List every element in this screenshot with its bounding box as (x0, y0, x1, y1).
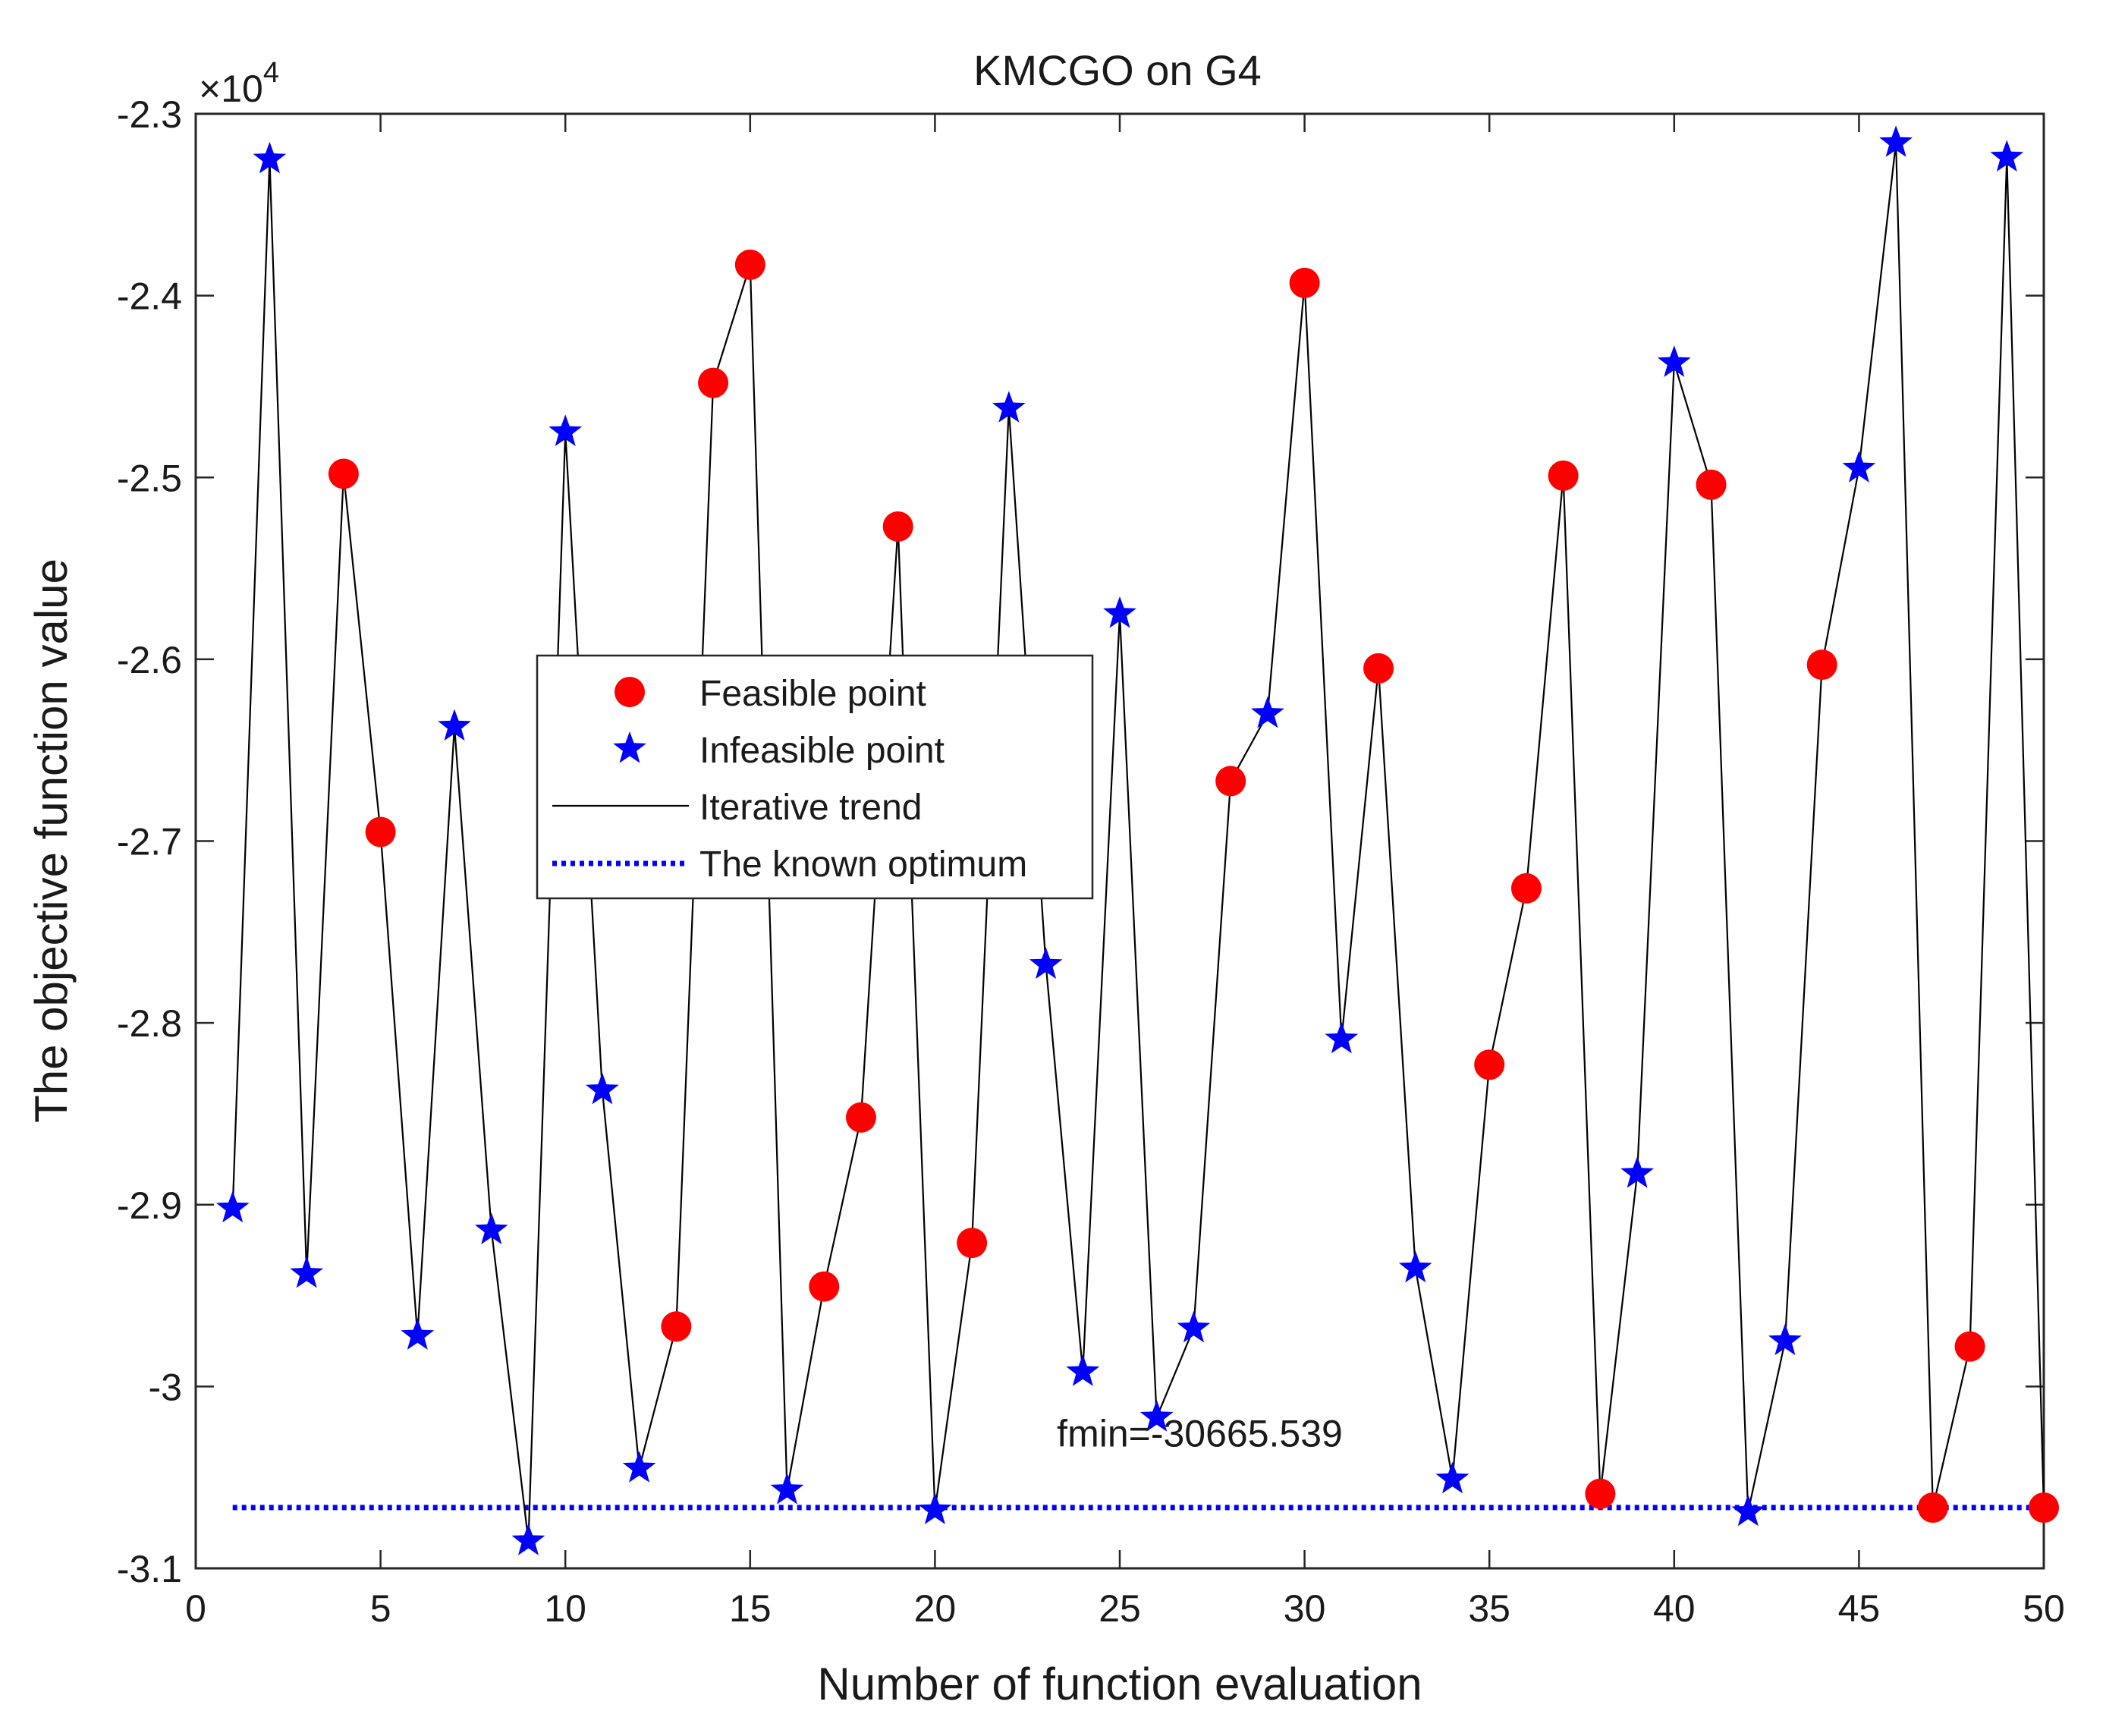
feasible-point-marker (809, 1271, 840, 1302)
x-axis-label: Number of function evaluation (817, 1659, 1422, 1709)
infeasible-point-marker (1731, 1494, 1765, 1527)
infeasible-point-marker (438, 709, 471, 741)
feasible-point-marker (365, 816, 396, 848)
legend-feasible-marker (615, 677, 645, 707)
feasible-point-marker (2029, 1492, 2059, 1523)
y-tick-label: -2.9 (117, 1184, 182, 1227)
feasible-point-marker (328, 458, 359, 489)
feasible-point-marker (734, 249, 765, 280)
infeasible-point-marker (770, 1473, 804, 1505)
y-tick-label: -2.5 (117, 457, 182, 499)
feasible-point-marker (1510, 873, 1542, 904)
y-axis-label: The objective function value (26, 558, 77, 1123)
data-markers (215, 125, 2059, 1555)
legend-infeasible-label: Infeasible point (699, 731, 945, 771)
infeasible-point-marker (1842, 451, 1876, 483)
infeasible-point-marker (511, 1524, 545, 1555)
x-axis-ticks (194, 114, 2045, 1568)
feasible-point-marker (1289, 267, 1320, 298)
infeasible-point-marker (1879, 125, 1913, 157)
infeasible-point-marker (401, 1318, 435, 1350)
feasible-point-marker (1806, 649, 1837, 681)
x-tick-label: 35 (1468, 1587, 1510, 1630)
feasible-point-marker (1215, 766, 1246, 797)
infeasible-point-marker (1177, 1310, 1211, 1343)
legend: Feasible point Infeasible point Iterativ… (536, 654, 1094, 900)
x-tick-label: 30 (1284, 1587, 1326, 1630)
feasible-point-marker (1917, 1492, 1948, 1523)
infeasible-point-marker (215, 1190, 250, 1223)
y-tick-label: -2.3 (117, 93, 182, 136)
feasible-point-marker (957, 1228, 988, 1259)
y-exponent-power: 4 (263, 57, 279, 89)
infeasible-point-marker (1029, 947, 1063, 980)
feasible-point-marker (1363, 653, 1394, 684)
legend-infeasible-marker (613, 731, 646, 763)
x-tick-label: 40 (1653, 1587, 1696, 1630)
y-exponent-base: ×10 (199, 68, 263, 110)
infeasible-point-marker (1768, 1323, 1802, 1356)
x-axis-tick-labels: 0 5 10 15 20 25 30 35 40 45 50 (185, 1587, 2065, 1630)
legend-trend-label: Iterative trend (699, 788, 922, 828)
infeasible-point-marker (1139, 1400, 1174, 1432)
infeasible-point-marker (1103, 596, 1136, 628)
feasible-point-marker (1585, 1478, 1616, 1509)
svg-text:×104: ×104 (199, 57, 279, 110)
infeasible-point-marker (549, 414, 583, 446)
fmin-annotation: fmin=-30665.539 (1057, 1412, 1343, 1455)
feasible-point-marker (845, 1102, 876, 1133)
y-tick-label: -2.6 (117, 639, 182, 681)
infeasible-point-marker (992, 391, 1026, 423)
feasible-point-marker (661, 1311, 692, 1342)
plot-area: 0 5 10 15 20 25 30 35 40 45 50 -2.3-2.4-2.5-2.6-2.… (117, 93, 2065, 1630)
x-tick-label: 10 (544, 1587, 586, 1630)
legend-feasible-label: Feasible point (699, 674, 926, 714)
chart-title: KMCGO on G4 (973, 46, 1262, 94)
infeasible-point-marker (253, 141, 287, 174)
infeasible-point-marker (1990, 140, 2024, 172)
x-tick-label: 0 (185, 1587, 206, 1630)
infeasible-point-marker (474, 1212, 508, 1244)
infeasible-point-marker (1435, 1461, 1469, 1494)
x-tick-label: 25 (1099, 1587, 1141, 1630)
infeasible-point-marker (586, 1072, 619, 1105)
infeasible-point-marker (1620, 1156, 1654, 1188)
feasible-point-marker (882, 511, 913, 542)
x-tick-label: 45 (1838, 1587, 1881, 1630)
y-tick-label: -2.7 (117, 821, 182, 863)
infeasible-point-marker (1066, 1354, 1100, 1386)
infeasible-point-marker (1657, 345, 1691, 377)
iterative-trend-line (231, 143, 2045, 1542)
infeasible-point-marker (290, 1256, 323, 1288)
feasible-point-marker (1954, 1331, 1985, 1362)
y-exponent-label: ×104 (199, 57, 279, 110)
infeasible-point-marker (1325, 1021, 1359, 1054)
y-tick-label: -3 (149, 1366, 182, 1408)
feasible-point-marker (1474, 1049, 1505, 1080)
x-tick-label: 15 (729, 1587, 772, 1630)
y-axis-tick-labels: -2.3 -2.4 -2.5 -2.6 -2.7 -2.8 -2.9 -3 -3.1 (117, 93, 182, 1590)
infeasible-point-marker (1398, 1250, 1432, 1283)
infeasible-point-marker (622, 1451, 656, 1483)
y-axis-ticks (196, 112, 2044, 1570)
feasible-point-marker (698, 367, 729, 398)
feasible-point-marker (1548, 460, 1579, 491)
x-tick-label: 5 (370, 1587, 391, 1630)
y-tick-label: -2.8 (117, 1002, 182, 1045)
x-tick-label: 20 (914, 1587, 957, 1630)
infeasible-point-marker (918, 1492, 952, 1524)
feasible-point-marker (1696, 469, 1727, 500)
infeasible-point-marker (1251, 696, 1284, 728)
y-tick-label: -3.1 (117, 1548, 182, 1590)
x-tick-label: 50 (2023, 1587, 2065, 1630)
legend-optimum-label: The known optimum (699, 844, 1027, 885)
y-tick-label: -2.4 (117, 275, 182, 318)
